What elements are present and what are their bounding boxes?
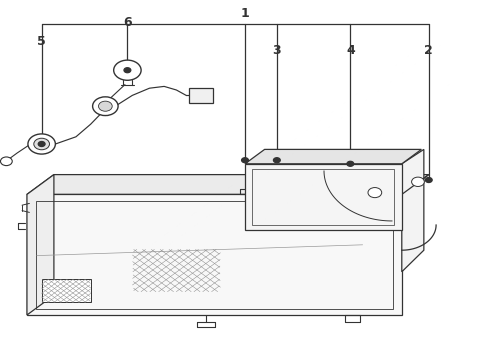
- Polygon shape: [27, 175, 429, 194]
- Text: 6: 6: [123, 16, 132, 29]
- Text: 1: 1: [241, 7, 249, 20]
- Circle shape: [124, 68, 131, 73]
- Polygon shape: [189, 88, 213, 103]
- Polygon shape: [42, 279, 91, 302]
- Text: 5: 5: [37, 35, 46, 48]
- Circle shape: [0, 157, 12, 166]
- Circle shape: [412, 177, 424, 186]
- Polygon shape: [245, 164, 402, 230]
- Text: 2: 2: [424, 44, 433, 57]
- Text: 3: 3: [272, 44, 281, 57]
- Polygon shape: [27, 175, 54, 315]
- Circle shape: [347, 161, 354, 166]
- Text: 4: 4: [346, 44, 355, 57]
- Circle shape: [242, 158, 248, 163]
- Circle shape: [368, 188, 382, 198]
- Circle shape: [425, 177, 432, 183]
- Circle shape: [38, 141, 45, 147]
- Polygon shape: [402, 149, 424, 272]
- Circle shape: [98, 101, 112, 111]
- Circle shape: [93, 97, 118, 116]
- Circle shape: [34, 138, 49, 150]
- Polygon shape: [245, 149, 421, 164]
- Circle shape: [273, 158, 280, 163]
- Circle shape: [114, 60, 141, 80]
- Polygon shape: [27, 194, 402, 315]
- Circle shape: [28, 134, 55, 154]
